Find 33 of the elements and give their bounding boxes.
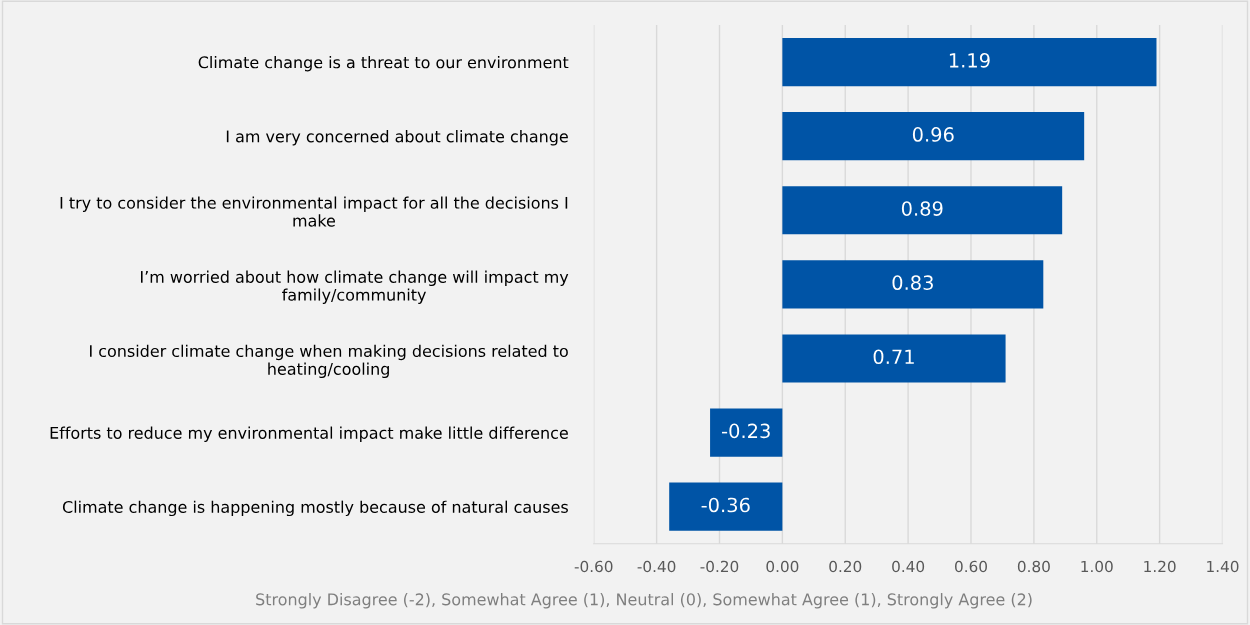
x-tick-label: 0.60 [955, 560, 987, 573]
bar [782, 260, 1044, 309]
bar [782, 186, 1063, 235]
bar [782, 37, 1157, 87]
bar [782, 112, 1085, 161]
data-label: -0.36 [701, 497, 750, 513]
x-tick-label: -0.20 [700, 560, 739, 573]
data-label: 0.71 [873, 349, 914, 365]
bar [669, 482, 783, 531]
y-tick-label: Efforts to reduce my environmental impact make little difference [50, 426, 568, 442]
data-label: -0.23 [722, 423, 770, 439]
y-tick-label: Climate change is a threat to our environment [198, 55, 569, 72]
x-tick-label: 0.80 [1017, 560, 1050, 573]
bar [710, 408, 783, 457]
x-tick-label: -0.60 [574, 560, 613, 573]
y-tick-label: I try to consider the environmental impact for all the decisions I make [60, 196, 568, 227]
y-tick-label: I’m worried about how climate change will impact my family/community [141, 270, 569, 304]
data-label: 0.83 [892, 275, 933, 291]
x-tick-label: 0.40 [892, 560, 925, 573]
bar [782, 334, 1006, 383]
x-tick-label: 1.20 [1144, 560, 1176, 573]
x-tick-label: -0.40 [637, 560, 676, 573]
x-tick-label: 0.00 [766, 560, 799, 573]
y-tick-label: I am very concerned about climate change [226, 130, 568, 146]
x-axis-title: Strongly Disagree (-2), Somewhat Agree (1), Neutral (0), Somewhat Agree (1), Strongly Agree (2) [256, 593, 1032, 609]
data-label: 1.19 [949, 52, 990, 68]
x-tick-label: 0.20 [829, 560, 862, 573]
data-label: 0.89 [901, 201, 943, 216]
x-tick-label: 1.00 [1081, 560, 1113, 573]
y-tick-label: I consider climate change when making decisions related to heating/cooling [90, 344, 568, 379]
y-tick-label: Climate change is happening mostly because of natural causes [62, 500, 568, 517]
x-tick-label: 1.40 [1207, 560, 1239, 573]
data-label: 0.96 [912, 127, 954, 142]
